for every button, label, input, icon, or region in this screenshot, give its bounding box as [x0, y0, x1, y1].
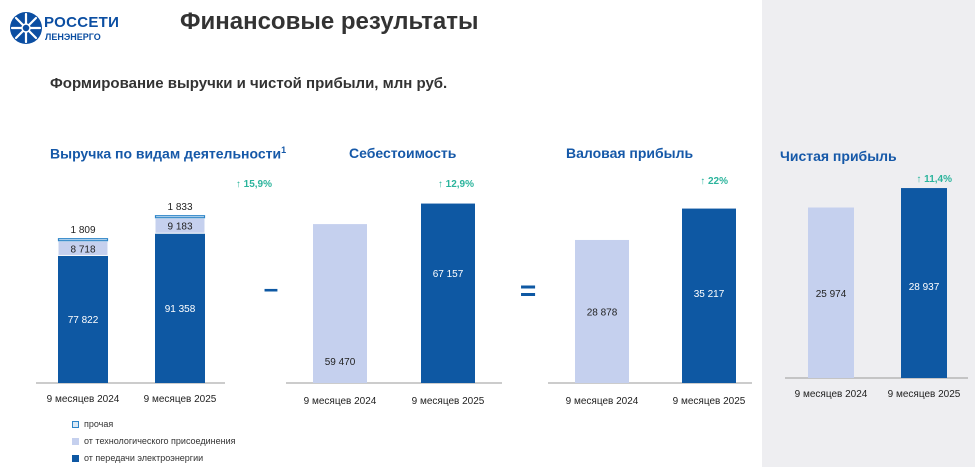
- chart-0-value-label-0-0: 77 822: [68, 315, 99, 326]
- logo-title: РОССЕТИ: [44, 14, 120, 31]
- chart-1-category-label-0: 9 месяцев 2024: [304, 396, 377, 407]
- chart-0-bar-1-seg-0: [155, 233, 205, 383]
- gross-profit-chart-title: Валовая прибыль: [566, 145, 694, 161]
- logo-subtitle: ЛЕНЭНЕРГО: [45, 32, 101, 42]
- chart-0-bar-1-seg-2: [154, 215, 206, 219]
- chart-0-value-label-1-1: 9 183: [167, 222, 192, 233]
- page-title: Финансовые результаты: [180, 8, 479, 35]
- chart-1-growth-label: ↑ 12,9%: [438, 179, 474, 190]
- chart-3-category-label-0: 9 месяцев 2024: [795, 389, 868, 400]
- chart-2-value-label-1: 35 217: [694, 289, 725, 300]
- chart-3-bar-1: [901, 188, 947, 378]
- legend-item-transmission: от передачи электроэнергии: [72, 453, 203, 463]
- legend-swatch-transmission: [72, 455, 79, 462]
- chart-1-bar-1: [421, 203, 475, 383]
- chart-2-bar-1: [682, 208, 736, 383]
- chart-3-value-label-0: 25 974: [816, 289, 847, 300]
- chart-0-category-label-1: 9 месяцев 2025: [144, 394, 217, 405]
- chart-3-growth-label: ↑ 11,4%: [916, 174, 952, 185]
- chart-1-bar-0: [313, 224, 367, 383]
- chart-3-bar-0: [808, 207, 854, 378]
- chart-0-value-label-0-1: 8 718: [70, 244, 95, 255]
- chart-1-value-label-1: 67 157: [433, 269, 464, 280]
- legend-swatch-tech: [72, 438, 79, 445]
- chart-0-bar-0-seg-2: [57, 238, 109, 242]
- chart-0-value-label-1-2: 1 833: [167, 202, 192, 213]
- equals-operator: =: [520, 275, 536, 306]
- legend-swatch-other: [72, 421, 79, 428]
- chart-1-category-label-1: 9 месяцев 2025: [412, 396, 485, 407]
- cost-chart-title: Себестоимость: [349, 145, 457, 161]
- legend-item-tech: от технологического присоединения: [72, 436, 235, 446]
- chart-0-value-label-0-2: 1 809: [70, 225, 95, 236]
- chart-0-growth-label: ↑ 15,9%: [236, 179, 272, 190]
- legend-item-other: прочая: [72, 419, 113, 429]
- chart-2-category-label-0: 9 месяцев 2024: [566, 396, 639, 407]
- chart-1-value-label-0: 59 470: [325, 357, 356, 368]
- page-subtitle: Формирование выручки и чистой прибыли, м…: [50, 75, 448, 92]
- chart-2-value-label-0: 28 878: [587, 307, 618, 318]
- minus-operator: –: [264, 273, 278, 303]
- chart-0-category-label-0: 9 месяцев 2024: [47, 394, 120, 405]
- rosseti-logo-icon: [10, 12, 42, 44]
- net-profit-chart-title: Чистая прибыль: [780, 148, 897, 164]
- chart-2-category-label-1: 9 месяцев 2025: [673, 396, 746, 407]
- chart-0-value-label-1-0: 91 358: [165, 304, 196, 315]
- chart-2-growth-label: ↑ 22%: [700, 176, 728, 187]
- revenue-chart-title: Выручка по видам деятельности1: [50, 145, 287, 162]
- chart-3-value-label-1: 28 937: [909, 282, 940, 293]
- chart-3-category-label-1: 9 месяцев 2025: [888, 389, 961, 400]
- chart-0-bar-0-seg-0: [58, 255, 108, 383]
- chart-2-bar-0: [575, 239, 629, 383]
